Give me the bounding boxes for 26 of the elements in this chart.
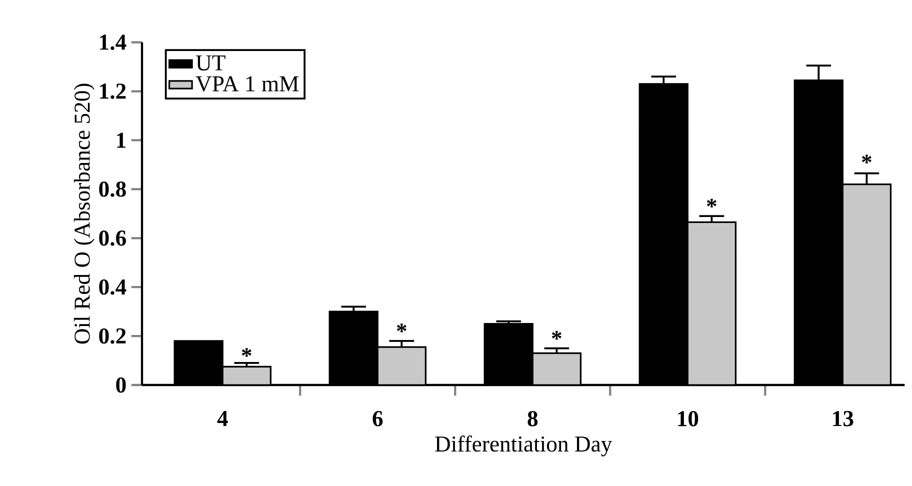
x-tick-label: 6 xyxy=(372,411,383,426)
legend-label: VPA 1 mM xyxy=(196,76,299,92)
annotation: * xyxy=(242,348,252,357)
y-axis-title: Oil Red O (Absorbance 520) xyxy=(74,84,94,344)
y-tick-label: 1.2 xyxy=(100,84,126,99)
y-tick-label: 0.8 xyxy=(99,181,126,197)
annotation: * xyxy=(396,324,406,332)
annotation: * xyxy=(706,198,716,208)
x-tick-label: 13 xyxy=(833,411,854,426)
y-tick-label: 0 xyxy=(116,377,126,393)
y-tick-label: 0.4 xyxy=(99,279,126,295)
bar xyxy=(532,352,582,385)
bar xyxy=(376,346,426,385)
x-axis-title: Differentiation Day xyxy=(435,436,612,456)
x-tick-label: 10 xyxy=(678,411,698,426)
legend-label: UT xyxy=(196,55,226,71)
annotation: * xyxy=(552,331,562,340)
y-tick-label: 1.4 xyxy=(100,34,126,50)
y-tick-label: 1 xyxy=(117,132,126,148)
y-tick-label: 0.6 xyxy=(99,230,126,246)
x-tick-label: 4 xyxy=(217,411,228,426)
x-tick-label: 8 xyxy=(528,411,538,426)
bar xyxy=(686,221,737,385)
y-tick-label: 0.2 xyxy=(99,328,126,344)
annotation: * xyxy=(862,154,872,164)
bar xyxy=(842,183,892,385)
